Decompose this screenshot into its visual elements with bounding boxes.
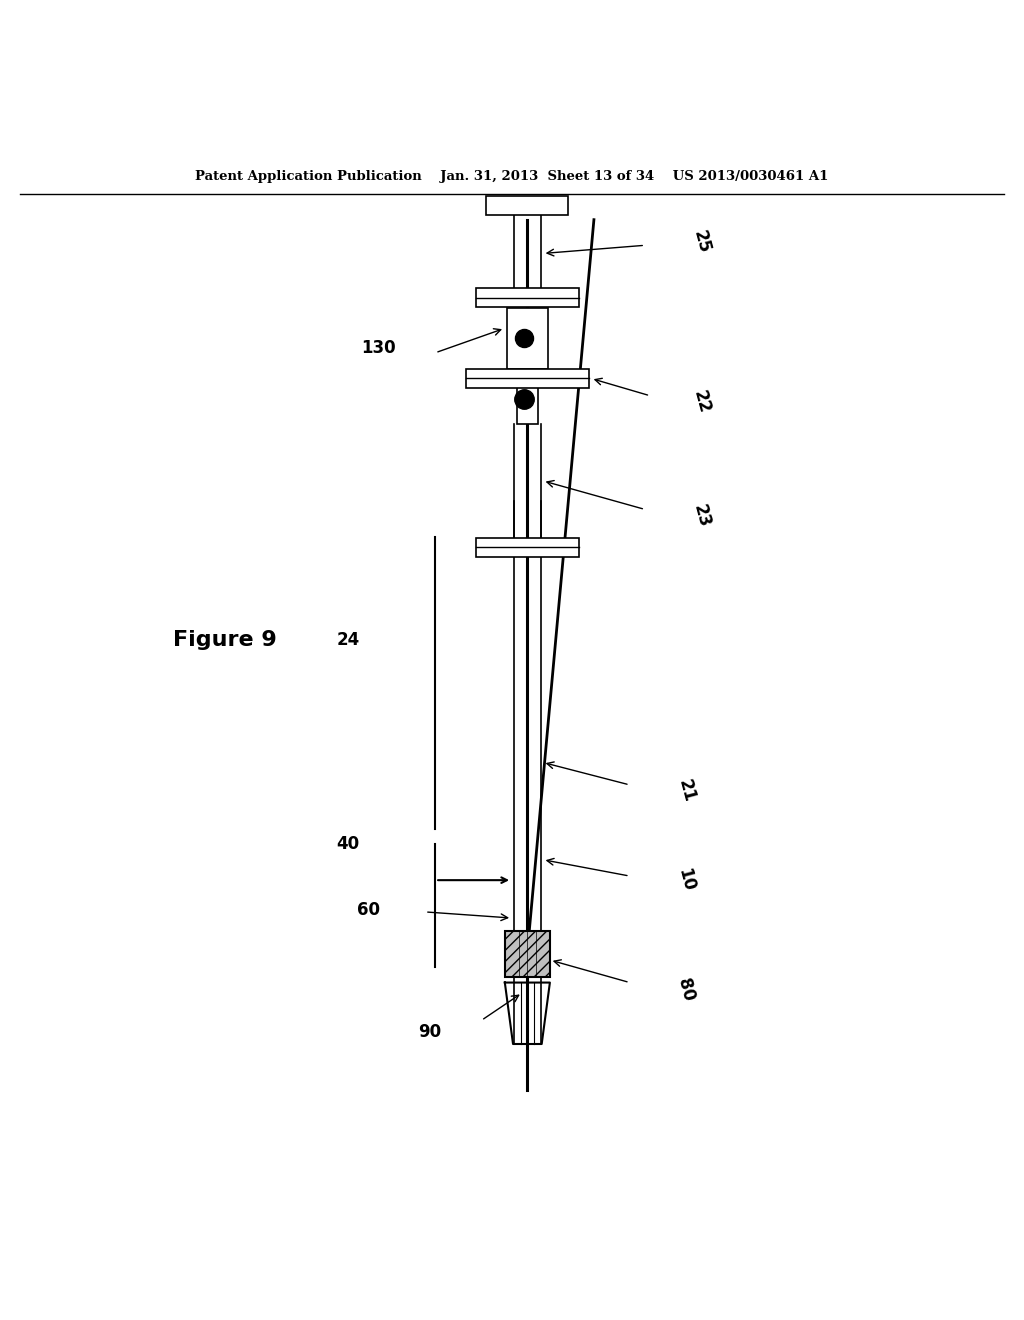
Text: 130: 130 (361, 339, 396, 356)
Bar (505, 932, 550, 977)
Bar (466, 370, 589, 388)
Text: 22: 22 (690, 388, 713, 416)
Text: 24: 24 (337, 631, 359, 648)
Text: 90: 90 (419, 1023, 441, 1040)
Bar (517, 384, 538, 425)
Text: 10: 10 (675, 867, 697, 894)
Bar (486, 197, 568, 215)
Bar (507, 308, 548, 370)
Text: 23: 23 (690, 502, 713, 529)
Text: 21: 21 (675, 777, 697, 805)
Bar (476, 288, 579, 306)
Text: 40: 40 (337, 836, 359, 853)
Text: 60: 60 (357, 900, 380, 919)
Text: Patent Application Publication    Jan. 31, 2013  Sheet 13 of 34    US 2013/00304: Patent Application Publication Jan. 31, … (196, 170, 828, 183)
Bar (476, 539, 579, 557)
Text: Figure 9: Figure 9 (173, 630, 278, 649)
Text: 25: 25 (690, 228, 713, 256)
Text: 80: 80 (675, 977, 697, 1003)
